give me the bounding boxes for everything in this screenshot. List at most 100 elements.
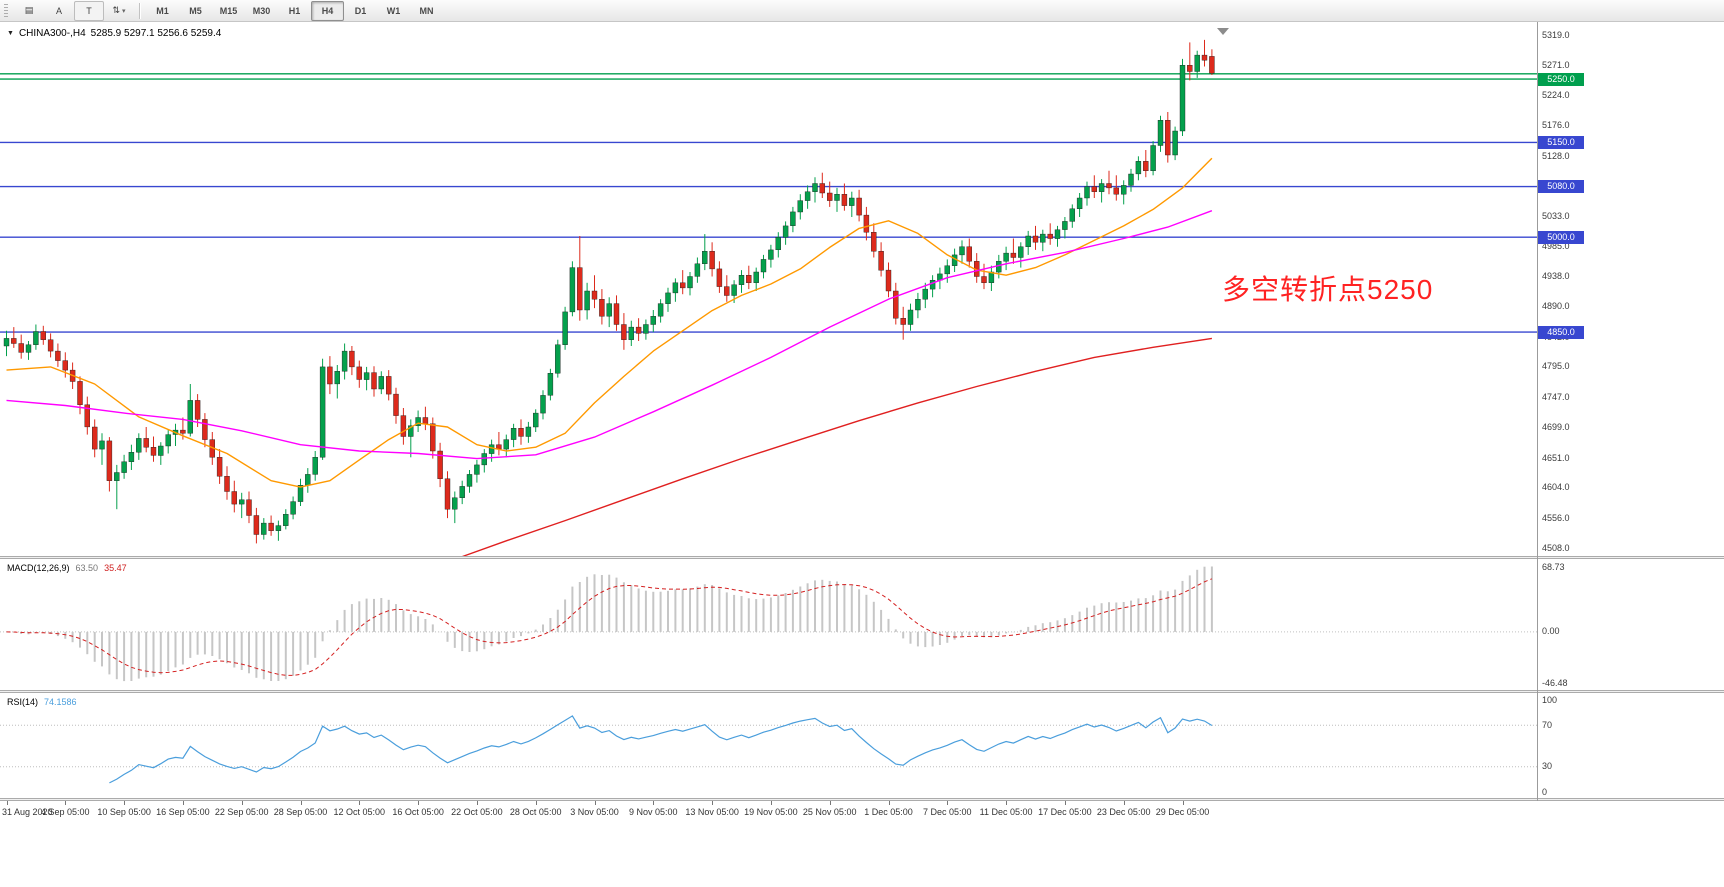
time-axis-tick xyxy=(1123,801,1125,805)
price-axis-label: 5176.0 xyxy=(1542,120,1570,131)
price-axis-label: 4747.0 xyxy=(1542,391,1570,402)
ma-fast xyxy=(6,157,1213,488)
chart-shift-marker[interactable] xyxy=(1217,28,1229,35)
time-axis-tick xyxy=(182,801,184,805)
tf-button-m15[interactable]: M15 xyxy=(219,5,238,16)
price-line-badge: 5000.0 xyxy=(1538,230,1584,244)
horizontal-level-lines[interactable] xyxy=(0,73,1537,333)
macd-name: MACD(12,26,9) xyxy=(7,563,70,573)
time-axis-tick xyxy=(947,801,949,805)
time-axis-label: 7 Dec 05:00 xyxy=(923,807,972,817)
time-axis-label: 4 Sep 05:00 xyxy=(41,807,90,817)
time-axis-label: 13 Nov 05:00 xyxy=(685,807,739,817)
chart-list-icon[interactable]: ▤ xyxy=(24,5,34,15)
price-axis-label: 5319.0 xyxy=(1542,30,1570,40)
time-axis-label: 11 Dec 05:00 xyxy=(979,807,1033,817)
time-axis-tick xyxy=(594,801,596,805)
macd-panel-canvas[interactable] xyxy=(0,560,1537,690)
price-line-badge: 4850.0 xyxy=(1538,325,1584,339)
time-axis-tick xyxy=(653,801,655,805)
price-axis-label: 4651.0 xyxy=(1542,452,1570,463)
time-axis-tick xyxy=(124,801,126,805)
rsi-panel-canvas[interactable] xyxy=(0,694,1537,798)
tf-button-m1[interactable]: M1 xyxy=(156,5,169,16)
price-line-badge: 5150.0 xyxy=(1538,135,1584,149)
time-axis-tick xyxy=(888,801,890,805)
price-axis-label: 4938.0 xyxy=(1542,271,1570,281)
symbol-marker-icon: ▼ xyxy=(7,30,14,37)
time-axis-tick xyxy=(535,801,537,805)
price-axis-label: 4556.0 xyxy=(1542,512,1570,523)
time-axis-tick xyxy=(1006,801,1008,805)
time-axis-label: 29 Dec 05:00 xyxy=(1155,807,1210,817)
tf-button-d1[interactable]: D1 xyxy=(354,5,367,16)
time-axis-label: 9 Nov 05:00 xyxy=(629,807,678,817)
symbol-period-label: CHINA300-,H4 xyxy=(18,28,86,39)
panel-separator[interactable] xyxy=(0,556,1724,559)
time-axis-label: 17 Dec 05:00 xyxy=(1038,807,1092,817)
tf-button-w1[interactable]: W1 xyxy=(386,5,401,16)
time-axis-label: 25 Nov 05:00 xyxy=(802,807,857,817)
price-axis-label: 4890.0 xyxy=(1542,301,1570,312)
time-axis-tick xyxy=(770,801,772,805)
chart-window: ▼ CHINA300-,H4 5285.9 5297.1 5256.6 5259… xyxy=(0,22,1724,887)
macd-main-value: 63.50 xyxy=(75,563,99,573)
time-axis[interactable]: 31 Aug 2020 4 Sep 05:00 10 Sep 05:00 16 Sep… xyxy=(0,801,1537,821)
price-chart-canvas[interactable] xyxy=(0,26,1537,556)
rsi-value: 74.1586 xyxy=(44,697,77,707)
text-tool-icon[interactable]: T xyxy=(74,0,104,21)
price-axis-label: 5224.0 xyxy=(1542,90,1570,101)
time-axis-tick xyxy=(829,801,831,805)
candles-layer xyxy=(3,39,1215,544)
toolbar-drag-handle[interactable] xyxy=(4,3,8,18)
time-axis-label: 12 Oct 05:00 xyxy=(333,807,386,817)
tf-button-m30[interactable]: M30 xyxy=(252,5,271,16)
panel-separator[interactable] xyxy=(0,690,1724,693)
time-axis-label: 1 Dec 05:00 xyxy=(864,807,913,817)
macd-signal-value: 35.47 xyxy=(104,563,127,573)
time-axis-tick xyxy=(712,801,714,805)
ma-medium xyxy=(6,210,1213,460)
rsi-line xyxy=(109,715,1213,784)
time-axis-tick xyxy=(65,801,67,805)
price-axis-label: 4985.0 xyxy=(1542,241,1570,252)
price-axis-label: 5128.0 xyxy=(1542,150,1570,161)
time-axis-label: 10 Sep 05:00 xyxy=(97,807,151,817)
time-axis-label: 31 Aug 2020 xyxy=(2,807,53,817)
tf-button-m5[interactable]: M5 xyxy=(189,5,202,16)
panel-separator[interactable] xyxy=(0,798,1724,801)
rsi-axis-label: 70 xyxy=(1542,719,1553,730)
macd-axis-label: -46.48 xyxy=(1542,678,1568,688)
price-axis[interactable]: 5319.0 5271.0 5224.0 5176.0 5128.0 5033.0 4985… xyxy=(1538,22,1724,822)
macd-signal-line xyxy=(6,578,1213,676)
time-axis-label: 16 Oct 05:00 xyxy=(392,807,444,817)
time-axis-tick xyxy=(1064,801,1066,805)
time-axis-label: 28 Oct 05:00 xyxy=(509,807,562,817)
tf-button-h1[interactable]: H1 xyxy=(288,5,301,16)
chart-title: ▼ CHINA300-,H4 5285.9 5297.1 5256.6 5259… xyxy=(7,28,221,39)
cursor-tool-icon[interactable]: A xyxy=(55,5,62,16)
macd-indicator-label: MACD(12,26,9) 63.50 35.47 xyxy=(7,563,127,573)
chart-text-annotation[interactable]: 多空转折点5250 xyxy=(1222,274,1434,305)
time-axis-label: 19 Nov 05:00 xyxy=(744,807,798,817)
time-axis-label: 16 Sep 05:00 xyxy=(156,807,210,817)
rsi-name: RSI(14) xyxy=(7,697,39,707)
time-axis-label: 3 Nov 05:00 xyxy=(570,807,619,817)
rsi-axis-label: 30 xyxy=(1542,761,1553,772)
price-axis-label: 4795.0 xyxy=(1542,361,1570,372)
rsi-axis-label: 0 xyxy=(1542,787,1548,797)
timeframe-button-group: M1 M5 M15 M30 H1 H4 D1 W1 MN xyxy=(146,0,443,21)
tf-button-h4[interactable]: H4 xyxy=(311,0,344,21)
macd-axis-label: 0.00 xyxy=(1542,626,1560,637)
rsi-indicator-label: RSI(14) 74.1586 xyxy=(7,697,77,707)
line-studies-icon[interactable]: ⇅ ▾ xyxy=(112,5,126,15)
time-axis-tick xyxy=(300,801,302,805)
macd-axis-label: 68.73 xyxy=(1542,562,1565,572)
price-line-badge: 5250.0 xyxy=(1538,72,1584,86)
price-axis-label: 5271.0 xyxy=(1542,60,1570,71)
time-axis-tick xyxy=(241,801,243,805)
tf-button-mn[interactable]: MN xyxy=(419,5,434,16)
price-axis-label: 5033.0 xyxy=(1542,210,1570,221)
time-axis-label: 23 Dec 05:00 xyxy=(1096,807,1151,817)
ohlc-values: 5285.9 5297.1 5256.6 5259.4 xyxy=(90,28,222,39)
